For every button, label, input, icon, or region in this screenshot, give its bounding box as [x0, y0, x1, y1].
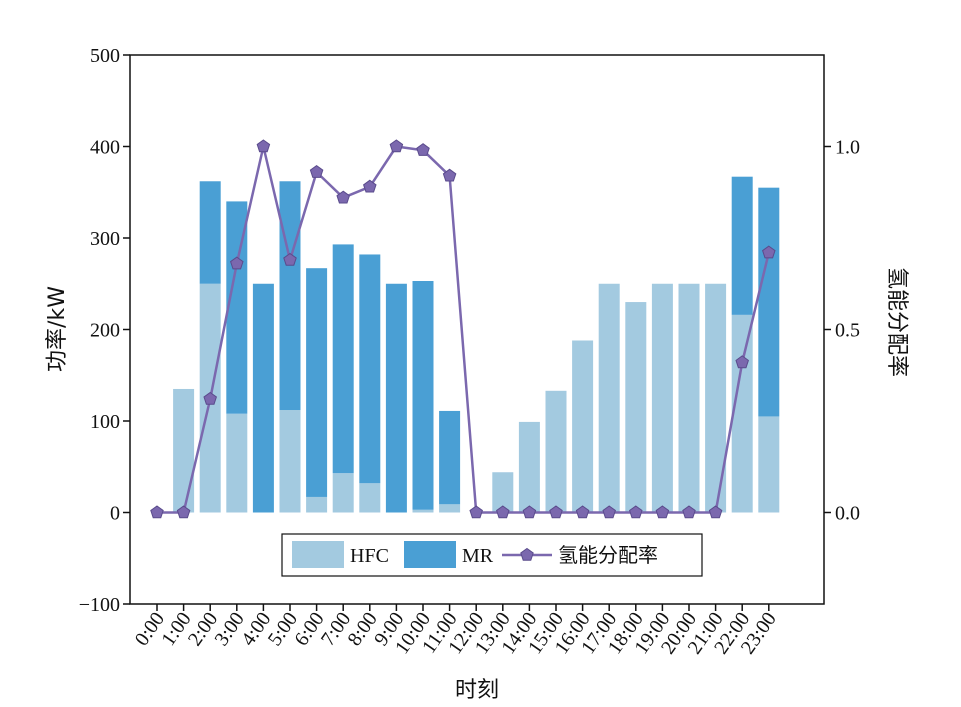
y-axis-title: 功率/kW	[45, 286, 70, 372]
y2-tick-label: 0.5	[835, 320, 860, 342]
y2-axis-ticks: 0.0 0.5 1.0	[824, 137, 860, 525]
bar-hfc	[545, 390, 567, 513]
bar-hfc	[598, 283, 620, 513]
point-rate	[762, 245, 776, 259]
y2-tick-label: 1.0	[835, 137, 860, 159]
y-tick-label: 0	[110, 503, 120, 525]
bar-mr	[226, 201, 248, 414]
legend-swatch-hfc	[292, 541, 344, 568]
bar-mr	[279, 181, 301, 411]
bar-hfc	[731, 314, 753, 513]
bar-hfc	[439, 504, 461, 513]
legend-swatch-mr	[404, 541, 456, 568]
bar-hfc	[758, 416, 780, 513]
bar-mr	[731, 176, 753, 315]
point-rate	[150, 505, 164, 519]
bar-mr	[412, 281, 434, 510]
y2-axis-title: 氢能分配率	[884, 267, 909, 377]
point-rate	[655, 505, 670, 519]
legend-box	[281, 533, 703, 577]
point-rate	[575, 505, 590, 519]
bar-hfc	[492, 472, 514, 513]
legend-label-mr: MR	[462, 545, 494, 567]
y-tick-label: 200	[90, 320, 120, 342]
point-rate	[469, 505, 483, 519]
y-tick-label: 500	[90, 45, 120, 67]
line-layer	[150, 139, 776, 519]
x-axis-title: 时刻	[455, 678, 499, 703]
bar-mr	[385, 283, 407, 513]
point-rate	[230, 256, 244, 270]
y2-tick-label: 0.0	[835, 503, 860, 525]
bar-hfc	[173, 388, 195, 513]
bar-hfc	[306, 496, 328, 513]
point-rate	[708, 505, 723, 519]
y-tick-label: 300	[90, 228, 120, 250]
point-rate	[389, 139, 404, 153]
point-rate	[549, 505, 563, 519]
bar-mr	[306, 268, 328, 497]
bar-hfc	[705, 283, 727, 513]
bar-hfc	[412, 509, 434, 513]
legend-label-rate: 氢能分配率	[558, 543, 658, 567]
y-tick-label: 400	[90, 137, 120, 159]
bar-hfc	[226, 413, 248, 513]
bar-hfc	[359, 483, 381, 513]
point-rate	[203, 391, 217, 405]
bar-hfc	[625, 302, 647, 513]
bar-mr	[758, 187, 780, 417]
x-axis-ticks: 0:001:002:003:004:005:006:007:008:009:00…	[131, 604, 781, 658]
point-rate	[283, 252, 297, 266]
point-rate	[176, 505, 191, 519]
bar-mr	[359, 254, 381, 484]
point-rate	[363, 179, 377, 193]
bar-mr	[439, 410, 461, 505]
point-rate	[309, 164, 324, 178]
bar-hfc	[572, 340, 594, 513]
legend-label-hfc: HFC	[350, 545, 389, 567]
bar-hfc	[678, 283, 700, 513]
point-rate	[336, 190, 350, 204]
point-rate	[522, 505, 537, 519]
point-rate	[602, 505, 616, 519]
bar-hfc	[651, 283, 673, 513]
legend-line-marker	[520, 547, 534, 561]
point-rate	[496, 505, 510, 519]
bar-hfc	[332, 473, 354, 513]
bar-mr	[252, 283, 274, 513]
bar-mr	[199, 181, 221, 284]
point-rate	[256, 139, 271, 153]
y-tick-label: −100	[79, 594, 120, 616]
bar-hfc	[518, 421, 540, 513]
point-rate	[682, 505, 696, 519]
point-rate	[442, 168, 457, 182]
point-rate	[735, 355, 749, 369]
bar-mr	[332, 244, 354, 474]
point-rate	[629, 505, 643, 519]
legend: HFC MR 氢能分配率	[281, 533, 703, 577]
y-tick-label: 100	[90, 411, 120, 433]
point-rate	[416, 143, 430, 156]
bar-hfc	[279, 410, 301, 513]
y-axis-ticks: −100 0 100 200 300 400 500	[79, 45, 130, 616]
bars-layer	[173, 176, 780, 513]
